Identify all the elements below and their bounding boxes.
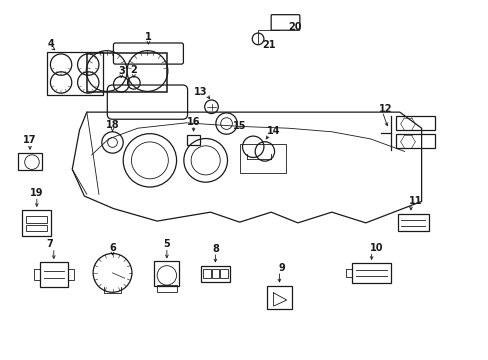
Text: 2: 2 <box>130 65 137 75</box>
Bar <box>87 53 167 93</box>
Text: 14: 14 <box>266 126 280 136</box>
Text: 17: 17 <box>23 135 37 145</box>
Bar <box>157 285 176 292</box>
Text: 15: 15 <box>233 121 246 131</box>
Bar <box>203 269 210 278</box>
Text: 6: 6 <box>109 243 116 253</box>
Bar <box>186 135 200 145</box>
Bar <box>26 216 47 223</box>
Bar <box>19 153 41 170</box>
Text: 13: 13 <box>194 87 207 97</box>
Text: 5: 5 <box>163 239 170 249</box>
Bar <box>395 116 434 130</box>
Bar <box>395 134 434 148</box>
Text: 19: 19 <box>30 188 43 198</box>
Bar <box>47 52 102 95</box>
Text: 4: 4 <box>48 39 55 49</box>
Bar <box>154 261 179 286</box>
Text: 1: 1 <box>145 32 151 42</box>
Text: 11: 11 <box>408 196 422 206</box>
Bar <box>201 266 229 282</box>
Bar <box>220 269 227 278</box>
Text: 16: 16 <box>186 117 200 127</box>
Text: 21: 21 <box>262 40 275 50</box>
Text: 10: 10 <box>369 243 383 253</box>
Bar <box>239 144 285 173</box>
Bar <box>26 225 47 231</box>
Text: 18: 18 <box>105 120 119 130</box>
Text: 7: 7 <box>46 239 53 249</box>
Bar <box>397 213 428 231</box>
Text: 20: 20 <box>287 22 301 32</box>
Bar <box>34 269 40 280</box>
Bar <box>351 263 390 283</box>
Text: 8: 8 <box>211 244 218 254</box>
Bar <box>68 269 74 280</box>
Bar <box>40 262 68 287</box>
Text: 9: 9 <box>278 263 285 273</box>
Bar <box>211 269 219 278</box>
Text: 3: 3 <box>118 66 124 76</box>
Bar <box>346 269 351 277</box>
Text: 12: 12 <box>378 104 391 113</box>
Bar <box>266 285 291 309</box>
Bar <box>22 210 51 236</box>
